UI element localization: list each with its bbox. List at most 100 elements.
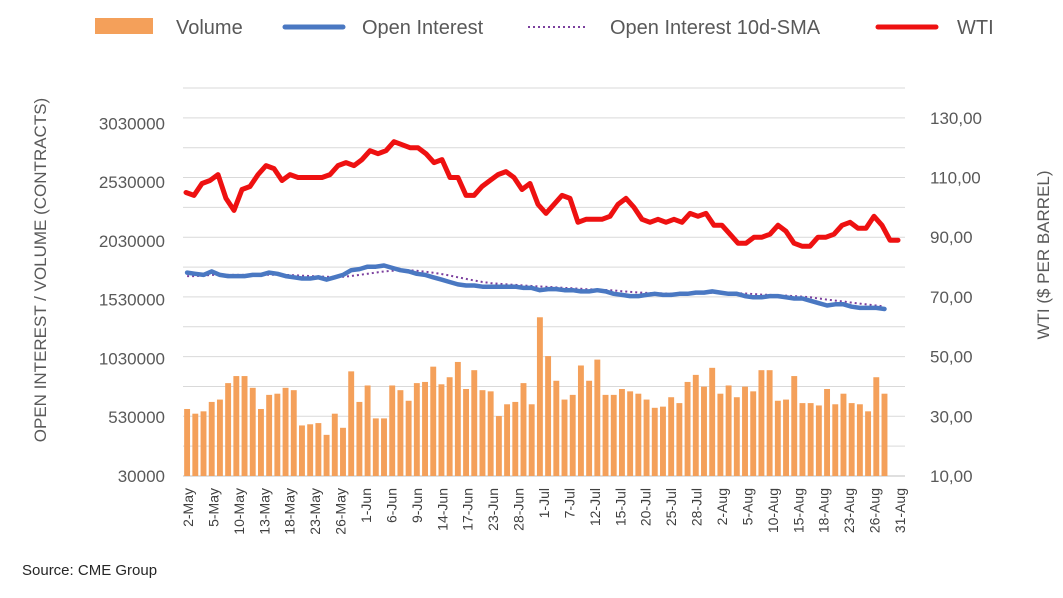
volume-bar xyxy=(216,399,223,476)
volume-bar xyxy=(832,404,839,476)
x-tick-label: 15-Jul xyxy=(612,488,628,526)
volume-bar xyxy=(479,390,486,476)
open-interest-line xyxy=(184,263,887,312)
volume-bar xyxy=(290,390,297,476)
volume-bar xyxy=(701,386,707,476)
x-tick-label: 2-May xyxy=(180,488,196,527)
x-tick-label: 17-Jun xyxy=(460,488,476,531)
volume-bar xyxy=(536,317,543,476)
volume-bar xyxy=(274,393,281,476)
right-tick-label: 10,00 xyxy=(930,467,973,486)
x-tick-label: 5-Aug xyxy=(739,488,755,525)
legend-label: Open Interest 10d-SMA xyxy=(610,17,821,39)
right-tick-label: 50,00 xyxy=(930,348,973,367)
volume-bar xyxy=(758,370,765,476)
left-axis-label: OPEN INTEREST / VOLUME (CONTRACTS) xyxy=(31,98,50,442)
volume-bar xyxy=(602,394,609,476)
volume-bar xyxy=(192,413,199,476)
volume-bar xyxy=(372,418,379,476)
volume-bar xyxy=(873,377,880,476)
x-tick-label: 6-Jun xyxy=(383,488,399,523)
x-tick-label: 31-Aug xyxy=(892,488,908,533)
right-tick-label: 90,00 xyxy=(930,228,973,247)
volume-bar xyxy=(545,356,552,476)
volume-bar xyxy=(865,411,872,476)
x-tick-label: 28-Jul xyxy=(689,488,705,526)
right-tick-label: 130,00 xyxy=(930,109,982,128)
volume-bar xyxy=(660,406,666,476)
legend-label: Volume xyxy=(176,17,243,39)
volume-bar xyxy=(454,361,461,476)
volume-bar xyxy=(815,405,822,476)
volume-bar xyxy=(742,386,748,476)
volume-bar xyxy=(413,383,420,476)
volume-bar xyxy=(717,393,724,476)
volume-bar xyxy=(422,381,428,476)
volume-bar xyxy=(569,394,576,476)
x-axis-ticks: 2-May 5-May 10-May 13-May 18-May 23-May 26-May… xyxy=(180,488,908,535)
volume-bar xyxy=(668,397,675,476)
volume-bar xyxy=(610,394,617,476)
volume-bar xyxy=(594,359,601,476)
volume-bar xyxy=(692,374,699,476)
left-tick-label: 3030000 xyxy=(99,114,165,133)
x-tick-label: 2-Aug xyxy=(714,488,730,525)
right-axis-ticks: 10,00 30,00 50,00 70,00 90,00 110,00 130,00 xyxy=(930,109,982,486)
volume-bar xyxy=(356,401,363,476)
volume-bar xyxy=(709,367,716,476)
volume-bar xyxy=(184,408,191,476)
volume-bar xyxy=(487,391,494,476)
legend-label: WTI xyxy=(957,17,994,39)
volume-bar xyxy=(553,380,560,476)
volume-bar xyxy=(471,370,478,476)
volume-bar xyxy=(561,399,568,476)
volume-bar xyxy=(463,388,470,476)
left-tick-label: 2530000 xyxy=(99,173,165,192)
volume-bar xyxy=(528,404,535,476)
volume-bar xyxy=(627,391,634,476)
x-tick-label: 5-May xyxy=(205,488,221,527)
left-tick-label: 1530000 xyxy=(99,291,165,310)
x-tick-label: 10-May xyxy=(231,488,247,535)
volume-bar xyxy=(856,404,863,476)
legend: Volume Open Interest Open Interest 10d-SMA… xyxy=(95,17,994,39)
volume-bar xyxy=(249,387,256,476)
volume-bar xyxy=(233,376,240,476)
x-tick-label: 23-Jun xyxy=(485,488,501,531)
volume-bar xyxy=(504,404,511,476)
volume-bar xyxy=(331,413,338,476)
volume-bar xyxy=(651,407,658,476)
volume-bar xyxy=(430,366,437,476)
volume-bar xyxy=(495,416,502,476)
volume-bar xyxy=(323,434,330,476)
volume-bar xyxy=(791,376,798,476)
left-tick-label: 1030000 xyxy=(99,349,165,368)
x-tick-label: 1-Jun xyxy=(358,488,374,523)
x-tick-label: 28-Jun xyxy=(511,488,527,531)
volume-bar xyxy=(684,381,691,476)
volume-bar xyxy=(446,377,453,476)
volume-bar xyxy=(282,387,289,476)
x-tick-label: 26-Aug xyxy=(867,488,883,533)
wti-line xyxy=(183,139,901,249)
right-tick-label: 70,00 xyxy=(930,288,973,307)
volume-bar xyxy=(225,383,232,476)
volume-bar xyxy=(299,425,305,476)
left-axis-ticks: 30000 530000 1030000 1530000 2030000 2530000 3… xyxy=(99,114,165,486)
x-tick-label: 1-Jul xyxy=(536,488,552,518)
volume-bar xyxy=(618,388,625,476)
volume-bar xyxy=(807,403,814,476)
x-tick-label: 15-Aug xyxy=(790,488,806,533)
volume-bar xyxy=(848,403,855,476)
volume-bar xyxy=(315,423,322,476)
volume-bar xyxy=(348,371,355,476)
volume-bar xyxy=(364,385,371,476)
volume-bar xyxy=(881,393,888,476)
volume-bar xyxy=(397,390,404,476)
right-tick-label: 30,00 xyxy=(930,407,973,426)
x-tick-label: 18-May xyxy=(282,488,298,535)
x-tick-label: 20-Jul xyxy=(638,488,654,526)
volume-bar xyxy=(340,427,346,476)
right-tick-label: 110,00 xyxy=(930,169,981,188)
